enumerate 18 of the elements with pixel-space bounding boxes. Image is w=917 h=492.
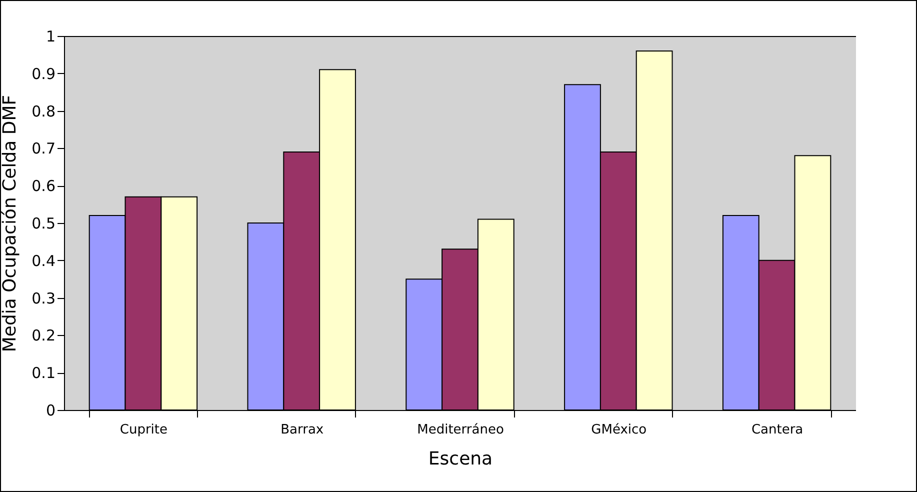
y-tick-label: 0.9 bbox=[32, 64, 56, 83]
x-tick-label: Barrax bbox=[280, 422, 324, 438]
y-tick-label: 0 bbox=[46, 402, 56, 420]
x-tick-label: Cantera bbox=[751, 422, 804, 438]
x-tick-label: Cuprite bbox=[120, 422, 168, 438]
y-tick-label: 0.1 bbox=[32, 364, 56, 382]
x-tick-label: GMéxico bbox=[591, 422, 647, 438]
y-tick-label: 0.2 bbox=[32, 326, 56, 345]
y-tick-label: 0.7 bbox=[32, 140, 56, 158]
y-tick-label: 0.5 bbox=[32, 214, 56, 232]
y-axis-title: Media Ocupación Celda DMF bbox=[0, 94, 21, 352]
y-tick-label: 0.6 bbox=[32, 177, 56, 196]
x-tick-label: Mediterráneo bbox=[417, 422, 504, 438]
y-tick-label: 0.3 bbox=[32, 289, 56, 308]
y-tick-label: 1 bbox=[46, 28, 56, 46]
y-tick-label: 0.4 bbox=[32, 252, 56, 270]
x-axis-title: Escena bbox=[428, 448, 493, 470]
y-tick-label: 0.8 bbox=[32, 102, 56, 120]
